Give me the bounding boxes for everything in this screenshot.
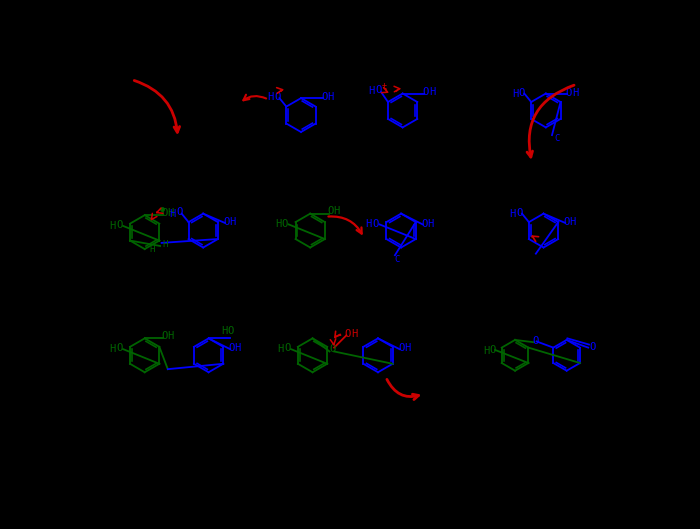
Text: H: H <box>572 88 578 98</box>
Text: O: O <box>423 87 429 97</box>
Text: H: H <box>234 343 241 353</box>
Text: O: O <box>566 88 572 98</box>
Text: H: H <box>351 329 357 339</box>
Text: H: H <box>404 343 410 353</box>
Text: H: H <box>221 326 227 336</box>
Text: O: O <box>330 344 336 354</box>
Text: H: H <box>109 344 116 354</box>
Text: H: H <box>275 220 281 230</box>
Text: H: H <box>150 244 155 253</box>
Text: H: H <box>365 220 372 230</box>
Text: O: O <box>345 329 351 339</box>
Text: C: C <box>395 256 400 264</box>
Text: O: O <box>372 218 379 229</box>
Text: O: O <box>321 92 327 102</box>
Text: H: H <box>484 345 490 355</box>
Text: O: O <box>564 217 570 227</box>
Text: H: H <box>327 92 333 102</box>
Text: O: O <box>489 345 496 355</box>
Text: O: O <box>376 85 382 95</box>
Text: O: O <box>284 343 290 353</box>
Text: O: O <box>532 336 538 346</box>
Text: H: H <box>168 331 174 341</box>
Text: O: O <box>274 92 280 102</box>
Text: H: H <box>570 217 576 227</box>
Text: H: H <box>427 218 433 229</box>
Text: O: O <box>421 218 427 229</box>
Text: H: H <box>168 208 174 218</box>
Text: O: O <box>327 206 333 216</box>
Text: H: H <box>512 88 518 98</box>
Text: H: H <box>169 208 176 218</box>
Text: H: H <box>267 93 273 102</box>
Text: H: H <box>429 87 435 97</box>
Text: O: O <box>116 343 122 353</box>
Text: H: H <box>230 217 236 227</box>
Text: O: O <box>281 218 288 229</box>
Text: C: C <box>554 134 560 143</box>
Text: O: O <box>176 207 183 217</box>
Text: O: O <box>162 208 168 218</box>
Text: O: O <box>116 220 122 230</box>
Text: H: H <box>333 206 340 216</box>
Text: H: H <box>109 221 116 231</box>
Text: O: O <box>398 343 404 353</box>
Text: H: H <box>162 240 167 249</box>
Text: H: H <box>277 344 284 354</box>
Text: O: O <box>227 326 233 336</box>
Text: H: H <box>369 86 375 96</box>
Text: O: O <box>229 343 234 353</box>
Text: O: O <box>517 208 523 218</box>
Text: +: + <box>382 81 386 90</box>
Text: O: O <box>519 88 525 98</box>
Text: H: H <box>510 208 516 218</box>
Text: O: O <box>223 217 230 227</box>
Text: O: O <box>589 342 595 352</box>
Text: O: O <box>162 331 168 341</box>
